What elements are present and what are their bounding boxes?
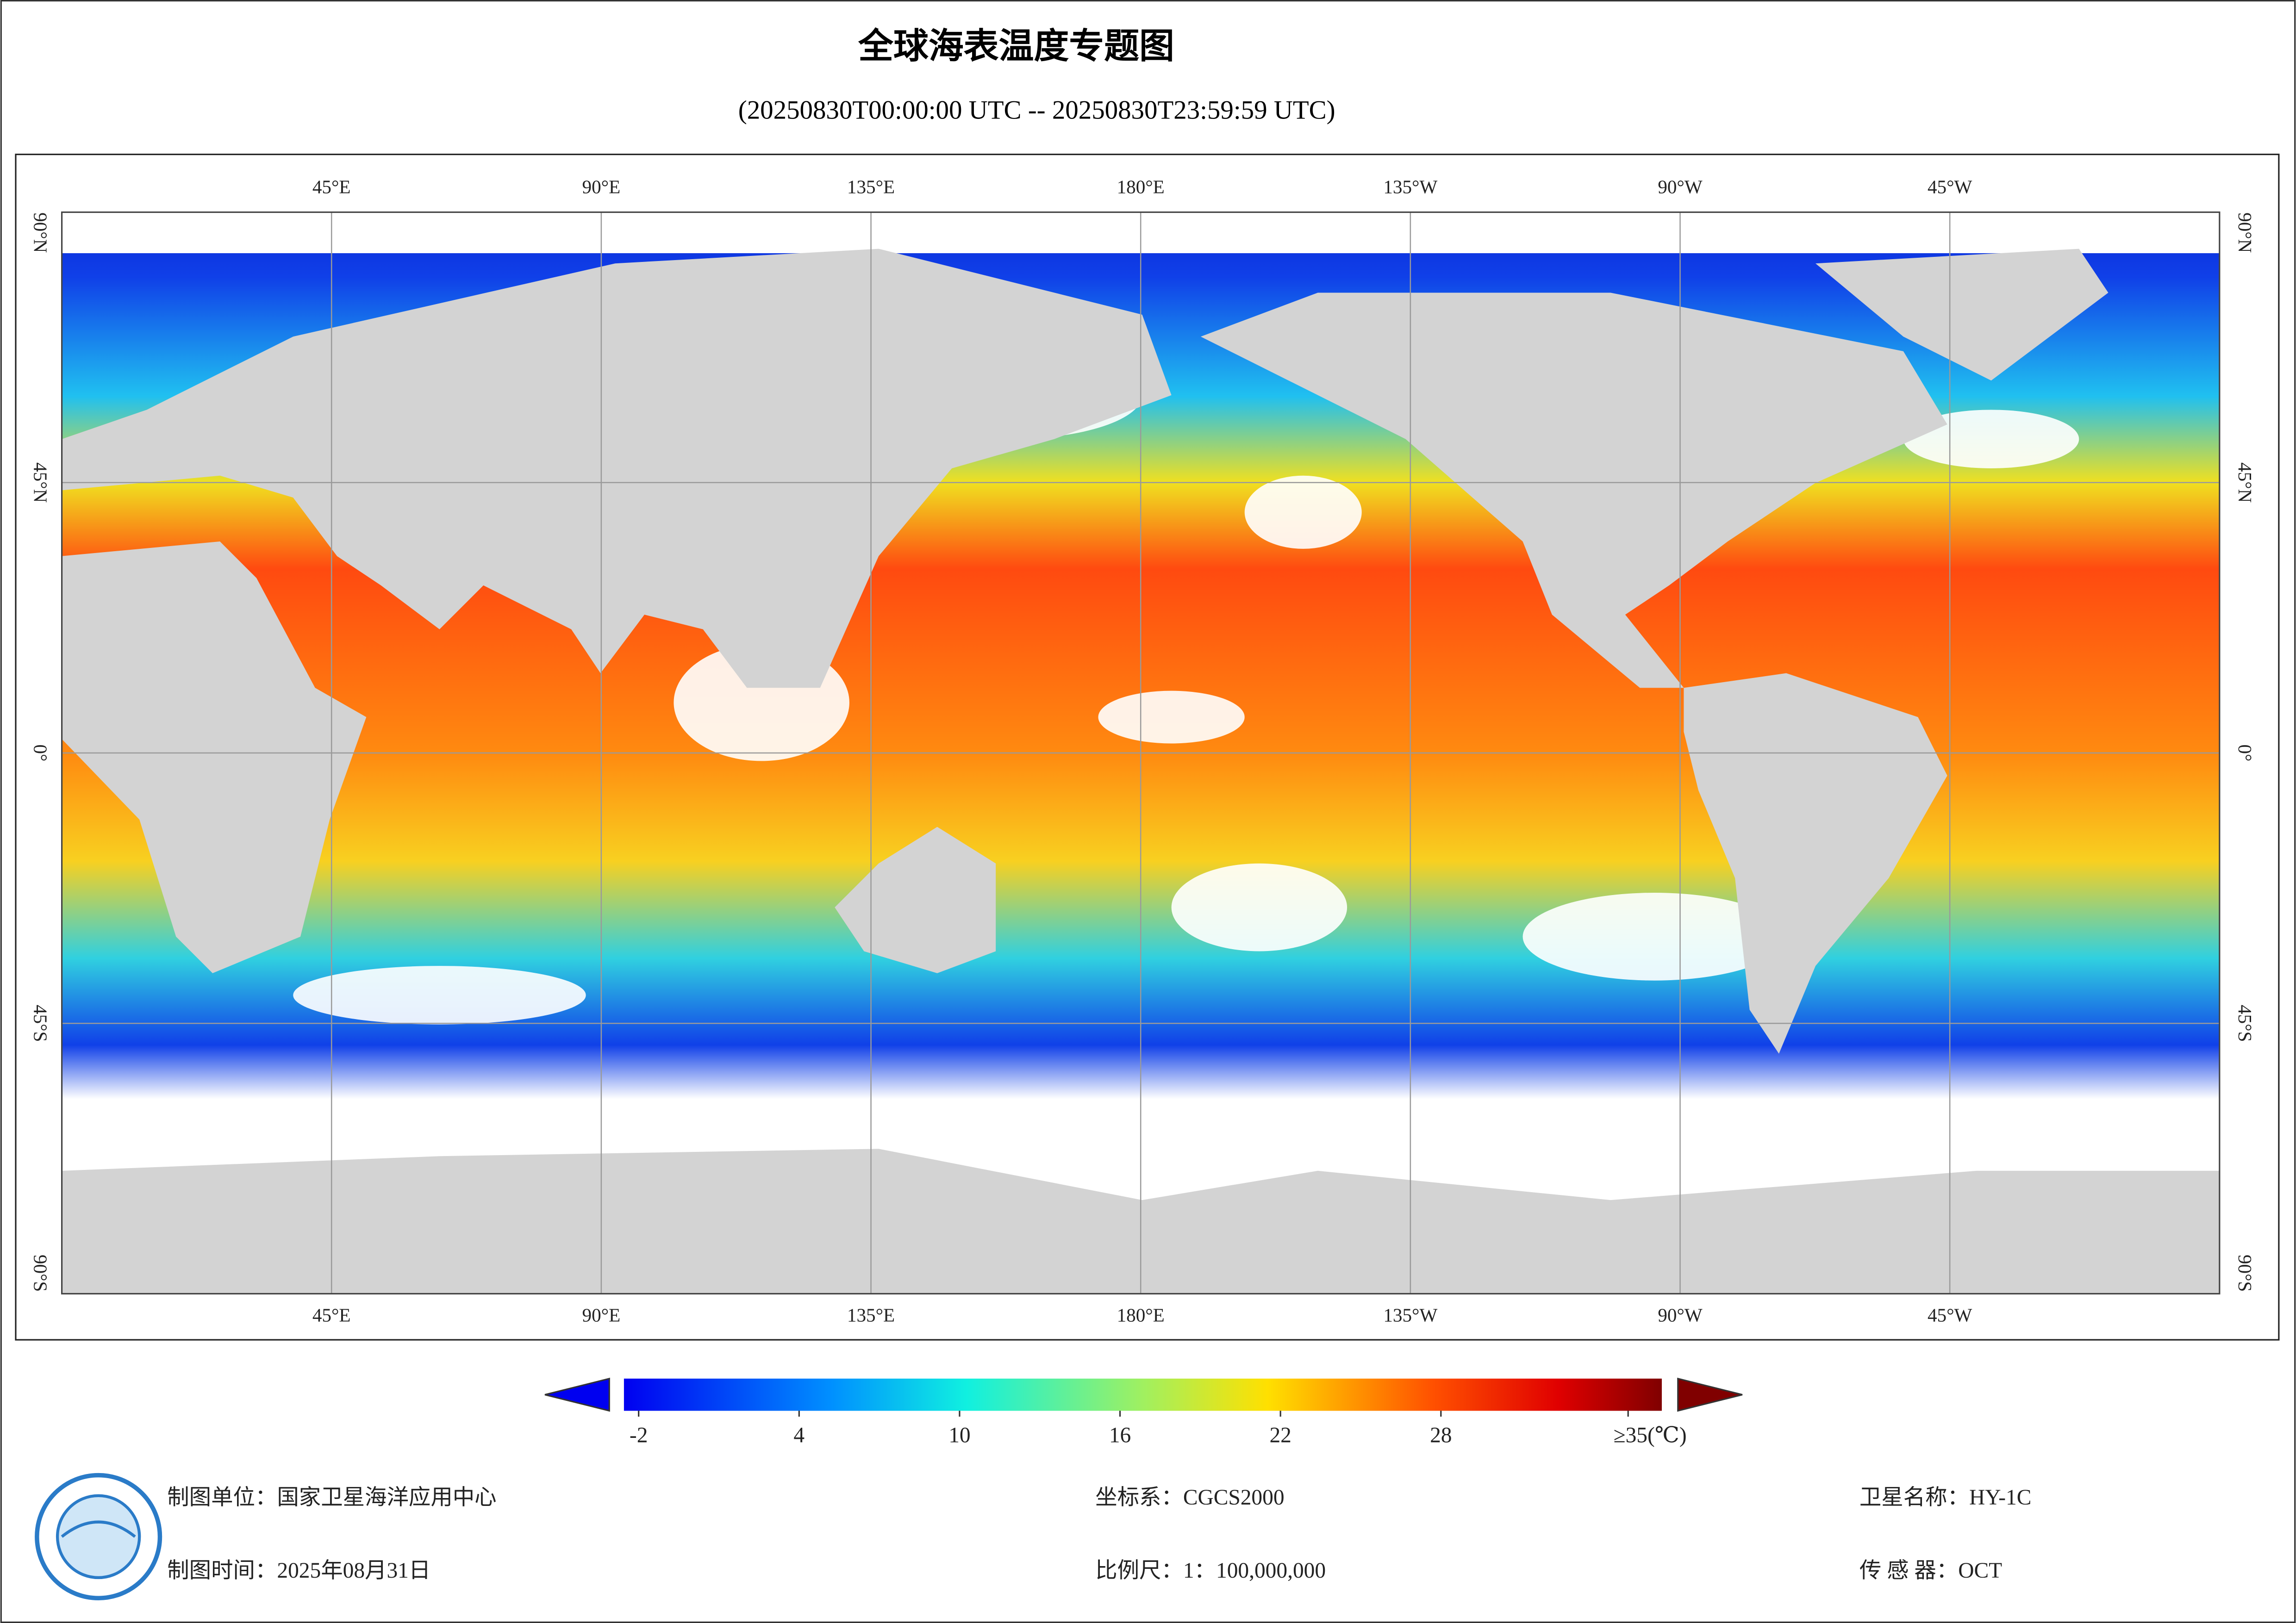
map-border	[61, 211, 2221, 1295]
lat-label-right: 45°N	[2234, 462, 2256, 503]
colorbar-arrow-high	[1677, 1377, 1743, 1412]
subtitle: (20250830T00:00:00 UTC -- 20250830T23:59…	[738, 96, 1335, 125]
lon-label-bottom: 45°E	[312, 1305, 351, 1326]
lon-label-top: 45°E	[312, 176, 351, 197]
lon-label-bottom: 135°E	[847, 1305, 895, 1326]
scale: 比例尺：1：100,000,000	[1095, 1559, 1326, 1583]
satellite: 卫星名称：HY-1C	[1859, 1486, 2031, 1510]
map	[61, 211, 2221, 1295]
lat-label-left: 45°S	[30, 1005, 51, 1042]
lat-label-right: 45°S	[2234, 1005, 2256, 1042]
colorbar-label: 10	[948, 1423, 970, 1447]
lat-label-right: 90°N	[2234, 212, 2256, 253]
colorbar-label: 4	[793, 1423, 805, 1447]
lon-label-top: 45°W	[1928, 176, 1972, 197]
lon-label-top: 135°W	[1383, 176, 1437, 197]
lat-label-right: 90°S	[2234, 1255, 2256, 1292]
lon-label-bottom: 90°E	[582, 1305, 621, 1326]
colorbar-label: 22	[1269, 1423, 1291, 1447]
org: 制图单位：国家卫星海洋应用中心	[167, 1486, 496, 1510]
lon-label-bottom: 180°E	[1117, 1305, 1165, 1326]
lat-label-right: 0°	[2234, 745, 2256, 762]
lon-label-bottom: 45°W	[1928, 1305, 1972, 1326]
lat-label-left: 0°	[30, 745, 51, 762]
lat-label-left: 90°S	[30, 1255, 51, 1292]
crs: 坐标系：CGCS2000	[1095, 1486, 1284, 1510]
date: 制图时间：2025年08月31日	[167, 1559, 430, 1583]
colorbar-label: 28	[1430, 1423, 1452, 1447]
colorbar-label: -2	[630, 1423, 648, 1447]
logo	[35, 1473, 162, 1600]
lat-label-left: 90°N	[30, 212, 51, 253]
lon-label-top: 90°W	[1658, 176, 1703, 197]
colorbar-arrow-low	[544, 1377, 610, 1412]
lon-label-top: 180°E	[1117, 176, 1165, 197]
colorbar-label: 16	[1109, 1423, 1131, 1447]
lon-label-bottom: 90°W	[1658, 1305, 1703, 1326]
map-frame	[15, 154, 2280, 1341]
sensor: 传 感 器：OCT	[1859, 1559, 2002, 1583]
colorbar-label: ≥35(℃)	[1614, 1423, 1687, 1447]
title: 全球海表温度专题图	[858, 25, 1174, 66]
lon-label-bottom: 135°W	[1383, 1305, 1437, 1326]
lat-label-left: 45°N	[30, 462, 51, 503]
colorbar	[624, 1378, 1662, 1411]
lon-label-top: 135°E	[847, 176, 895, 197]
lon-label-top: 90°E	[582, 176, 621, 197]
